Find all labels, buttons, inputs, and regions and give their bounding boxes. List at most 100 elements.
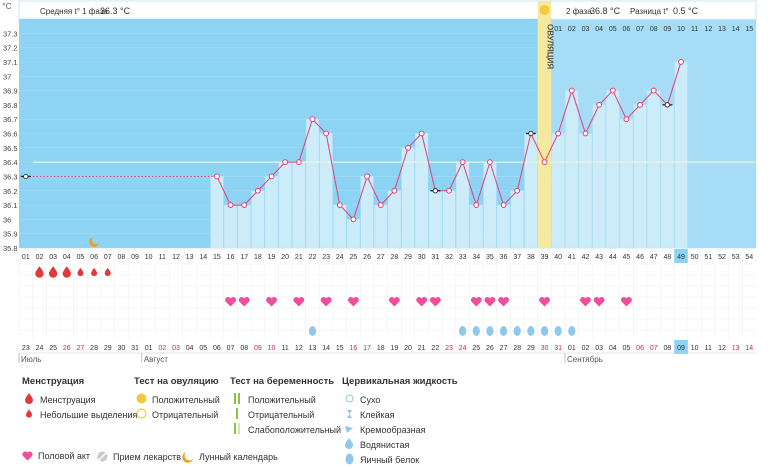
cycle-day-label: 42 — [582, 254, 590, 261]
y-tick-label: 36.5 — [3, 144, 18, 153]
temp-point — [609, 87, 616, 94]
date-label: 18 — [377, 345, 385, 352]
temp-point — [459, 159, 466, 166]
cycle-day-label: 11 — [159, 254, 166, 261]
temp-point — [377, 202, 384, 208]
legend-item: Клейкая — [342, 407, 458, 422]
date-label: 02 — [582, 345, 590, 352]
date-label: 04 — [609, 345, 617, 352]
month-label: Август — [144, 355, 168, 364]
ovulation-test-icon — [539, 5, 550, 15]
temp-point — [582, 130, 589, 137]
excluded-point — [664, 102, 670, 108]
heart-icon — [580, 297, 591, 307]
cycle-day-label: 05 — [77, 254, 85, 261]
temp-point — [446, 187, 452, 194]
temp-point — [500, 202, 507, 208]
legend-item: Отрицательный — [230, 407, 341, 422]
eggwhite-icon — [486, 326, 494, 336]
legend-item: Сухо — [342, 392, 458, 407]
heart-icon — [593, 297, 605, 307]
temp-bar — [647, 90, 661, 249]
date-label: 03 — [172, 345, 180, 352]
cycle-day-label: 29 — [404, 254, 412, 261]
cycle-day-label: 03 — [49, 254, 57, 261]
luteal-day-label: 02 — [568, 26, 576, 33]
double-bar-icon — [230, 393, 244, 406]
cycle-day-label: 40 — [554, 254, 562, 261]
luteal-day-label: 03 — [582, 26, 590, 33]
heart-icon — [484, 297, 496, 307]
cycle-day-label: 37 — [513, 254, 521, 261]
pill-icon — [97, 451, 108, 462]
ovulation-label: ОВУЛЯЦИЯ — [546, 24, 555, 69]
dry-icon — [342, 394, 356, 405]
temp-bar — [374, 204, 388, 249]
legend-menstruation: Менструация Менструация Небольшие выделе… — [22, 376, 137, 422]
legend-title: Тест на беременность — [230, 376, 335, 387]
date-label: 19 — [390, 345, 398, 352]
temp-bar — [292, 161, 306, 249]
date-label: 01 — [145, 345, 153, 352]
luteal-day-label: 06 — [623, 26, 631, 33]
temp-bar — [565, 90, 579, 249]
date-label: 05 — [199, 345, 207, 352]
date-label: 13 — [309, 345, 317, 352]
temp-point — [555, 130, 562, 137]
date-label: 25 — [49, 345, 57, 352]
y-tick-label: 36.6 — [3, 130, 18, 139]
date-label: 22 — [431, 345, 439, 352]
date-label: 25 — [472, 345, 480, 352]
date-label: 28 — [513, 345, 521, 352]
temp-bar — [346, 219, 361, 249]
temp-point — [227, 202, 234, 208]
date-label: 29 — [527, 345, 535, 352]
date-label: 13 — [732, 345, 740, 352]
diff-label: Разница t° — [630, 7, 669, 16]
temp-bar — [278, 161, 292, 249]
heart-icon — [498, 297, 510, 307]
temp-point — [309, 116, 316, 123]
date-label: 17 — [363, 345, 371, 352]
cycle-day-label: 47 — [650, 254, 658, 261]
moon-icon — [182, 451, 194, 463]
temp-bar — [210, 176, 224, 249]
date-label: 16 — [350, 345, 358, 352]
cycle-day-label: 51 — [704, 254, 712, 261]
temp-point — [650, 87, 657, 94]
heart-icon — [347, 297, 359, 307]
y-tick-label: 35.9 — [3, 230, 18, 239]
heart-icon — [429, 297, 441, 307]
temp-point — [254, 187, 261, 194]
temp-bar — [264, 176, 279, 249]
date-label: 24 — [36, 345, 44, 352]
cycle-day-label: 01 — [22, 254, 30, 261]
temp-point — [596, 101, 603, 108]
eggwhite-icon — [554, 326, 562, 336]
date-label: 14 — [322, 345, 330, 352]
cycle-day-label: 28 — [390, 254, 398, 261]
temp-bar — [592, 104, 606, 249]
luteal-day-label: 12 — [704, 26, 712, 33]
legend-ovulation-test: Тест на овуляцию Положительный Отрицател… — [134, 376, 220, 422]
eggwhite-icon — [308, 326, 317, 336]
date-label: 09 — [254, 345, 262, 352]
light-bleeding-drop-icon — [104, 267, 111, 277]
temp-bar — [360, 176, 374, 249]
temp-bar — [674, 61, 688, 249]
temp-bar — [510, 190, 524, 249]
light-bleeding-drop-icon — [77, 267, 84, 277]
legend-moon: Лунный календарь — [182, 451, 278, 463]
temp-point — [473, 202, 480, 208]
temp-point — [268, 173, 275, 180]
temp-point — [418, 130, 425, 137]
date-label: 02 — [158, 345, 166, 352]
y-tick-label: 37.1 — [3, 58, 18, 67]
cycle-day-label: 49 — [677, 254, 685, 261]
heart-icon — [293, 297, 305, 307]
cycle-day-label: 46 — [636, 254, 644, 261]
legend-item: Водянистая — [342, 437, 458, 452]
date-label: 30 — [117, 345, 125, 352]
heart-icon — [238, 297, 250, 307]
heart-icon — [620, 297, 632, 307]
